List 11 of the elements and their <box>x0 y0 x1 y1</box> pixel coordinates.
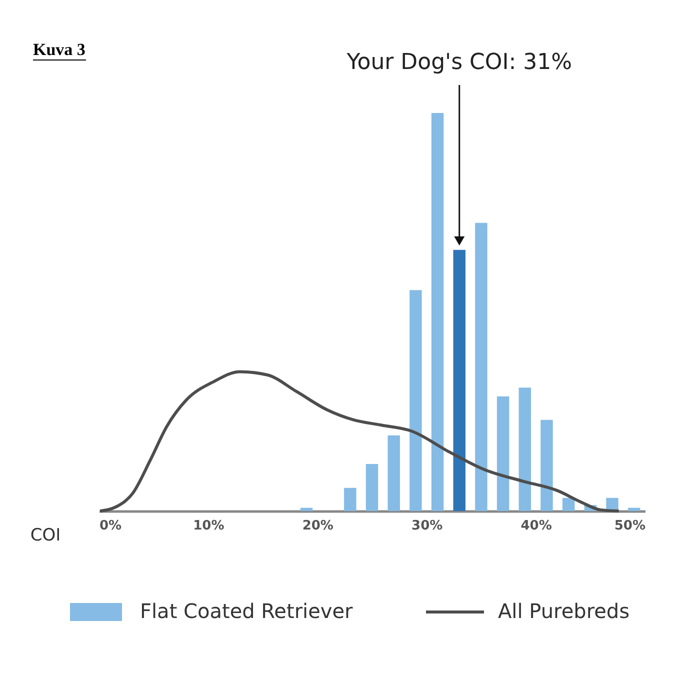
x-tick-label: 20% <box>302 518 334 534</box>
x-tick-label: 40% <box>520 518 552 534</box>
legend-label: Flat Coated Retriever <box>140 599 354 623</box>
text: Your Dog's COI: 31% <box>346 50 572 75</box>
x-tick-label: 10% <box>193 518 224 534</box>
legend-label: All Purebreds <box>498 599 630 623</box>
x-axis-title: COI <box>30 526 61 546</box>
x-tick-label: 50% <box>614 518 646 534</box>
x-tick-label: 30% <box>412 518 443 534</box>
x-tick-label: 0% <box>100 518 122 534</box>
chart-title: Kuva 3 <box>33 40 86 59</box>
